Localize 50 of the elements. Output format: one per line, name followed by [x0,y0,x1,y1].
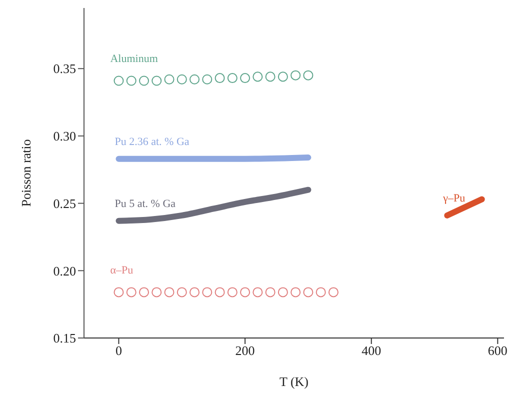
y-tick-label: 0.30 [53,128,76,144]
x-tick-label: 600 [488,343,508,358]
point [152,76,162,86]
point [138,287,150,298]
point [227,287,238,298]
point [240,73,250,84]
x-axis-title: T (K) [279,374,309,389]
point [202,74,212,84]
point [278,72,288,82]
point [252,287,263,298]
point [290,287,301,298]
series-label: Pu 5 at. % Ga [114,198,176,210]
x-tick-label: 0 [115,343,122,358]
series-label: α–Pu [110,264,134,277]
point [202,287,212,298]
series-label: Aluminum [110,53,158,66]
point [114,76,124,86]
point [126,287,136,298]
point [328,287,338,298]
point [252,72,263,82]
y-tick-label: 0.20 [53,263,76,278]
y-axis-title: Poisson ratio [18,139,34,207]
point [114,287,124,298]
point [290,70,301,80]
x-tick-label: 200 [235,343,255,358]
series-label: γ–Pu [442,192,466,204]
y-tick-label: 0.35 [53,61,76,76]
point [126,76,136,86]
point [316,287,326,298]
y-tick-label: 0.15 [53,330,76,346]
point [214,73,225,84]
point [176,287,187,298]
point [214,287,225,298]
point [138,76,150,86]
point [240,287,250,298]
point [190,287,200,298]
point [227,73,238,84]
point [176,74,187,84]
point [303,287,314,298]
point [152,287,162,298]
point [190,74,200,84]
point [265,72,276,82]
point [164,287,174,298]
x-tick-label: 400 [362,343,382,358]
y-tick-label: 0.25 [53,196,76,211]
point [164,74,174,84]
series-label: Pu 2.36 at. % Ga [114,136,190,148]
point [278,287,288,298]
point [265,287,276,298]
point [303,70,314,80]
